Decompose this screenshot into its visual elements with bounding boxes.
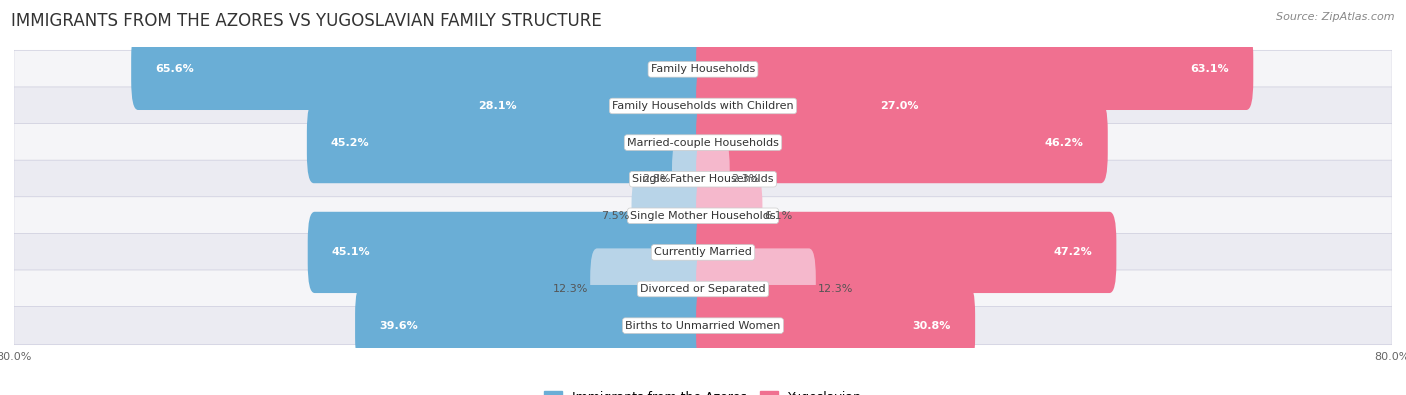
FancyBboxPatch shape [14,87,1392,125]
Text: 65.6%: 65.6% [155,64,194,74]
Text: Family Households: Family Households [651,64,755,74]
Text: 63.1%: 63.1% [1191,64,1229,74]
FancyBboxPatch shape [696,248,815,330]
Text: Family Households with Children: Family Households with Children [612,101,794,111]
Text: 7.5%: 7.5% [602,211,630,221]
FancyBboxPatch shape [14,160,1392,198]
FancyBboxPatch shape [356,285,710,366]
FancyBboxPatch shape [131,29,710,110]
FancyBboxPatch shape [454,65,710,147]
Text: 6.1%: 6.1% [763,211,793,221]
Text: Births to Unmarried Women: Births to Unmarried Women [626,321,780,331]
Text: Divorced or Separated: Divorced or Separated [640,284,766,294]
Legend: Immigrants from the Azores, Yugoslavian: Immigrants from the Azores, Yugoslavian [540,387,866,395]
Text: 12.3%: 12.3% [553,284,589,294]
Text: 12.3%: 12.3% [817,284,853,294]
Text: 39.6%: 39.6% [380,321,418,331]
Text: 45.1%: 45.1% [332,247,370,258]
FancyBboxPatch shape [591,248,710,330]
FancyBboxPatch shape [696,29,1253,110]
FancyBboxPatch shape [696,65,942,147]
FancyBboxPatch shape [696,139,730,220]
Text: Married-couple Households: Married-couple Households [627,137,779,148]
Text: Source: ZipAtlas.com: Source: ZipAtlas.com [1277,12,1395,22]
Text: Single Father Households: Single Father Households [633,174,773,184]
FancyBboxPatch shape [696,212,1116,293]
Text: 27.0%: 27.0% [880,101,918,111]
FancyBboxPatch shape [14,124,1392,162]
Text: 46.2%: 46.2% [1045,137,1084,148]
FancyBboxPatch shape [696,285,976,366]
Text: IMMIGRANTS FROM THE AZORES VS YUGOSLAVIAN FAMILY STRUCTURE: IMMIGRANTS FROM THE AZORES VS YUGOSLAVIA… [11,12,602,30]
Text: Single Mother Households: Single Mother Households [630,211,776,221]
FancyBboxPatch shape [307,102,710,183]
FancyBboxPatch shape [696,175,762,256]
Text: 28.1%: 28.1% [478,101,517,111]
FancyBboxPatch shape [672,139,710,220]
Text: 45.2%: 45.2% [330,137,370,148]
FancyBboxPatch shape [14,233,1392,271]
FancyBboxPatch shape [14,50,1392,88]
FancyBboxPatch shape [14,197,1392,235]
FancyBboxPatch shape [14,270,1392,308]
FancyBboxPatch shape [308,212,710,293]
Text: 2.3%: 2.3% [731,174,759,184]
FancyBboxPatch shape [14,307,1392,345]
Text: 47.2%: 47.2% [1053,247,1092,258]
FancyBboxPatch shape [696,102,1108,183]
Text: Currently Married: Currently Married [654,247,752,258]
Text: 30.8%: 30.8% [912,321,950,331]
Text: 2.8%: 2.8% [641,174,671,184]
FancyBboxPatch shape [631,175,710,256]
